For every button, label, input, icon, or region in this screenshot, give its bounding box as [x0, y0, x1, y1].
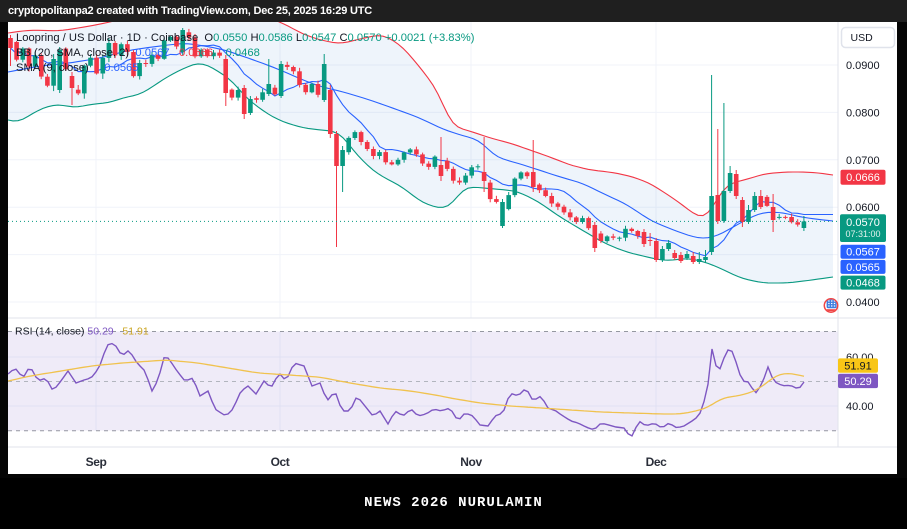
svg-text:0.0567: 0.0567 — [846, 247, 880, 259]
svg-text:BB (20, SMA, close, 2) 0.0567: BB (20, SMA, close, 2) 0.0567 0.0666 0.0… — [16, 47, 260, 59]
svg-text:Dec: Dec — [646, 455, 668, 469]
svg-text:0.0800: 0.0800 — [846, 107, 880, 119]
svg-text:0.0400: 0.0400 — [846, 297, 880, 309]
svg-text:Sep: Sep — [86, 455, 107, 469]
svg-text:0.0700: 0.0700 — [846, 155, 880, 167]
svg-text:0.0900: 0.0900 — [846, 60, 880, 72]
svg-text:Oct: Oct — [271, 455, 290, 469]
svg-text:Loopring / US Dollar · 1D · Co: Loopring / US Dollar · 1D · Coinbase O0.… — [16, 32, 475, 44]
svg-text:40.00: 40.00 — [846, 401, 874, 413]
svg-text:Nov: Nov — [460, 455, 482, 469]
svg-text:USD: USD — [851, 32, 874, 44]
svg-text:50.29: 50.29 — [844, 376, 872, 388]
svg-text:SMA (9, close) 0.0565: SMA (9, close) 0.0565 — [16, 62, 139, 74]
svg-text:0.0666: 0.0666 — [846, 172, 880, 184]
svg-text:0.0468: 0.0468 — [846, 278, 880, 290]
svg-text:0.0565: 0.0565 — [846, 262, 880, 274]
svg-text:0.0570: 0.0570 — [846, 217, 880, 229]
svg-text:51.91: 51.91 — [844, 360, 872, 372]
svg-text:07:31:00: 07:31:00 — [845, 229, 880, 239]
svg-text:0.0600: 0.0600 — [846, 202, 880, 214]
svg-text:RSI (14, close) 50.29 51.91: RSI (14, close) 50.29 51.91 — [15, 326, 149, 338]
